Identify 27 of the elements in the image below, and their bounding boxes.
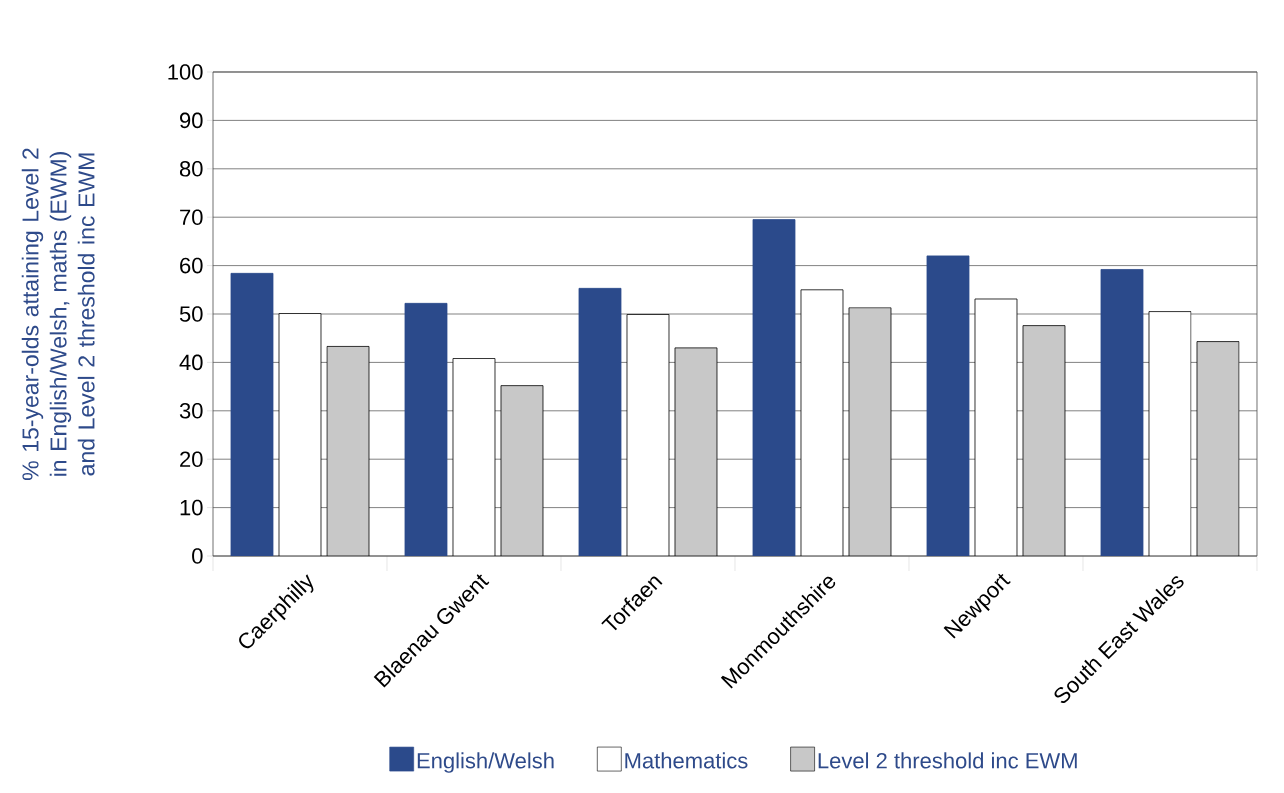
y-tick-label: 40: [179, 354, 203, 371]
y-tick-label: 70: [180, 209, 203, 225]
bar: [1022, 325, 1066, 557]
y-axis-title: % 15-year-olds attaining Level 2 in English/Welsh, maths (EWM) and Level 2 threshold inc EWM: [21, 148, 95, 481]
y-tick-label: 100: [168, 64, 203, 80]
y-tick-label: 10: [180, 499, 203, 516]
bar: [1148, 311, 1192, 557]
bar: [974, 298, 1018, 557]
y-tick-label: 0: [192, 548, 203, 564]
bar: [278, 313, 322, 557]
bar: [800, 289, 844, 557]
y-tick-label: 90: [180, 112, 203, 129]
bar: [848, 307, 892, 557]
bar: [674, 347, 718, 557]
bar: [452, 358, 496, 557]
legend-label: English/Welsh: [417, 752, 554, 773]
y-tick-label: 30: [179, 403, 203, 419]
y-tick-label: 80: [179, 161, 203, 177]
y-tick-label: 50: [179, 306, 203, 322]
bar: [500, 385, 544, 557]
bar: [1196, 341, 1240, 557]
bar: [626, 314, 670, 557]
bar: [326, 346, 370, 557]
legend-label: Mathematics: [625, 752, 748, 769]
legend-label: Level 2 threshold inc EWM: [818, 752, 1077, 769]
y-tick-label: 60: [180, 257, 203, 274]
y-tick-label: 20: [180, 451, 203, 467]
